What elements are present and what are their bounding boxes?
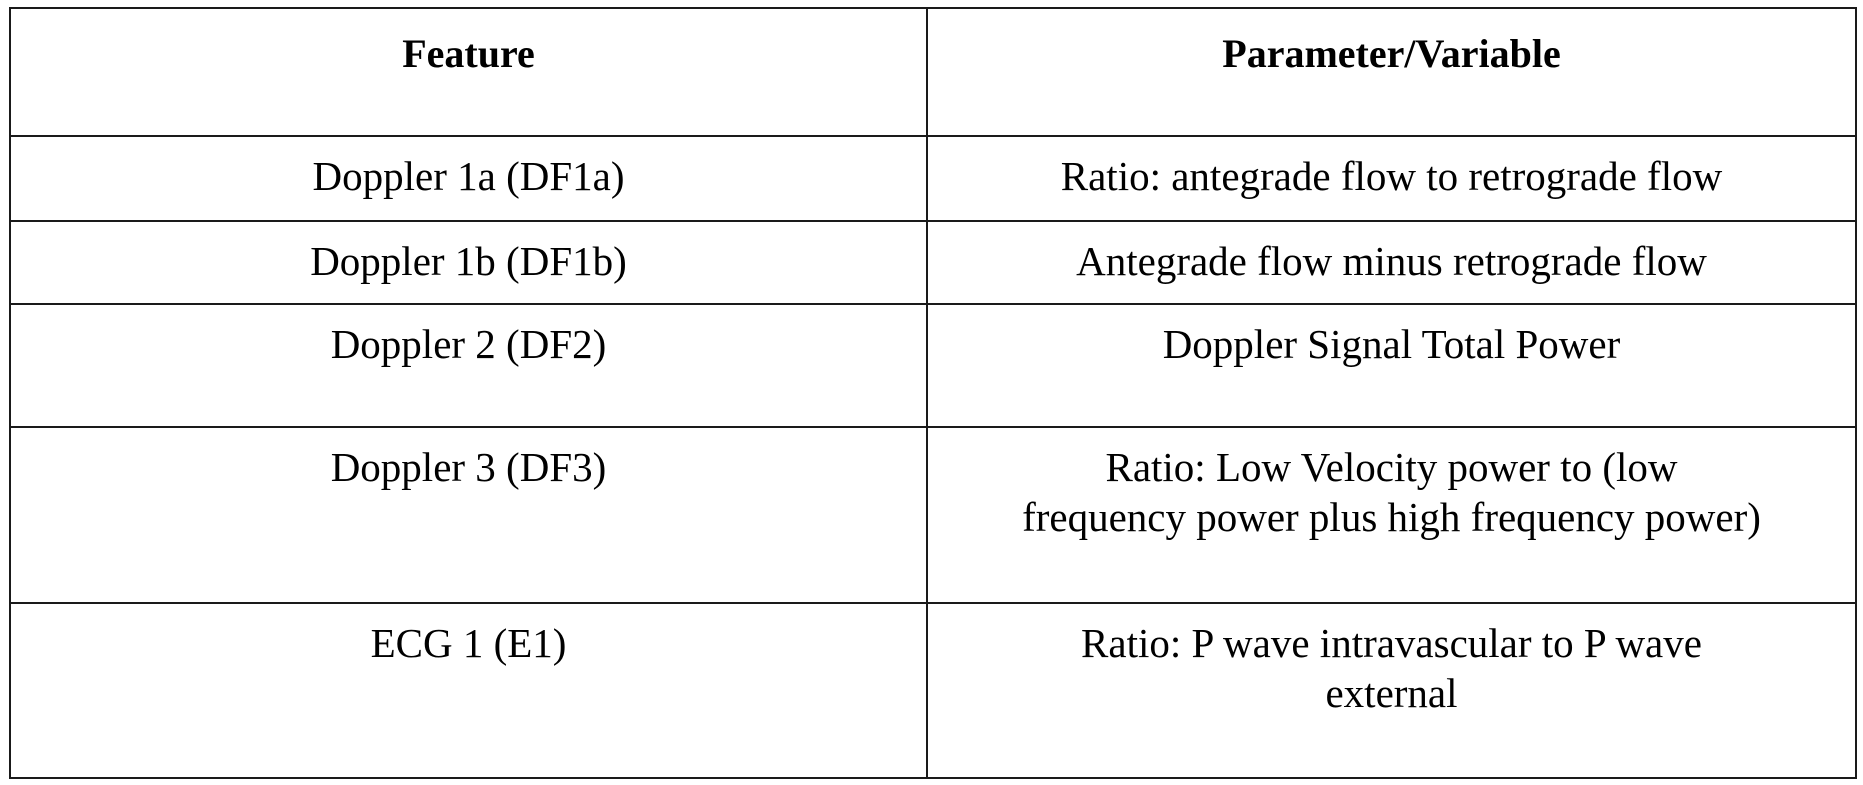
parameter-cell: Ratio: Low Velocity power to (low freque… <box>926 426 1857 604</box>
feature-cell: Doppler 2 (DF2) <box>9 303 928 428</box>
feature-cell: Doppler 1b (DF1b) <box>9 220 928 305</box>
parameter-cell: Doppler Signal Total Power <box>926 303 1857 428</box>
parameter-text: Ratio: P wave intravascular to P wave ex… <box>1081 620 1702 716</box>
header-parameter: Parameter/Variable <box>926 7 1857 137</box>
parameter-cell: Antegrade flow minus retrograde flow <box>926 220 1857 305</box>
table-row: ECG 1 (E1) Ratio: P wave intravascular t… <box>9 602 1857 779</box>
table-row: Doppler 1a (DF1a) Ratio: antegrade flow … <box>9 135 1857 222</box>
feature-cell: ECG 1 (E1) <box>9 602 928 779</box>
table-row: Doppler 2 (DF2) Doppler Signal Total Pow… <box>9 303 1857 428</box>
feature-cell: Doppler 1a (DF1a) <box>9 135 928 222</box>
parameter-text: Doppler Signal Total Power <box>1162 321 1621 367</box>
table-row: Doppler 3 (DF3) Ratio: Low Velocity powe… <box>9 426 1857 604</box>
parameter-text: Ratio: antegrade flow to retrograde flow <box>1060 153 1723 199</box>
parameter-text: Ratio: Low Velocity power to (low freque… <box>1022 444 1761 540</box>
table-header-row: Feature Parameter/Variable <box>9 7 1857 137</box>
parameter-cell: Ratio: P wave intravascular to P wave ex… <box>926 602 1857 779</box>
table-row: Doppler 1b (DF1b) Antegrade flow minus r… <box>9 220 1857 305</box>
parameter-text: Antegrade flow minus retrograde flow <box>1076 238 1707 284</box>
header-feature: Feature <box>9 7 928 137</box>
feature-parameter-table: Feature Parameter/Variable Doppler 1a (D… <box>9 7 1857 779</box>
feature-cell: Doppler 3 (DF3) <box>9 426 928 604</box>
parameter-cell: Ratio: antegrade flow to retrograde flow <box>926 135 1857 222</box>
